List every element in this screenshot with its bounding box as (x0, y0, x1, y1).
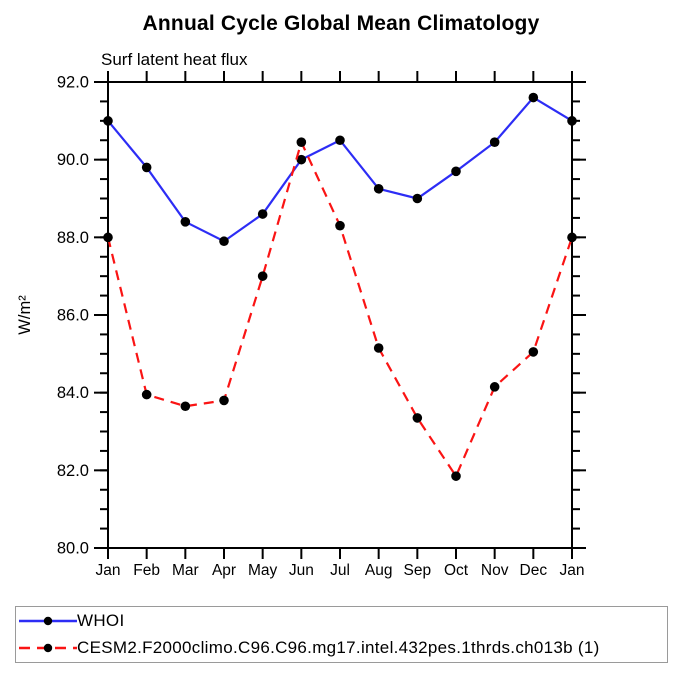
y-tick-label: 84.0 (57, 384, 89, 402)
x-tick-label: Nov (481, 562, 509, 579)
x-tick-label: Aug (365, 562, 393, 579)
y-axis-label: W/m² (16, 295, 34, 335)
plot-frame (107, 81, 573, 549)
x-tick-label: Feb (133, 562, 160, 579)
series-line-cesm2 (106, 139, 574, 479)
data-point-cesm2 (489, 382, 500, 392)
data-point-cesm2 (296, 137, 307, 147)
data-point-whoi (141, 162, 152, 173)
y-tick-label: 80.0 (57, 540, 89, 558)
x-tick-label: Sep (404, 562, 432, 579)
legend-sample-cesm2 (19, 644, 77, 653)
legend-marker-cesm2 (43, 644, 53, 653)
data-point-cesm2 (528, 347, 539, 357)
x-tick-label: Dec (520, 562, 548, 579)
y-tick-label: 82.0 (57, 462, 89, 480)
series-line-whoi (107, 96, 573, 243)
data-point-cesm2 (257, 271, 268, 281)
data-point-cesm2 (451, 471, 461, 481)
data-point-cesm2 (103, 232, 113, 243)
data-point-cesm2 (412, 413, 423, 423)
legend-sample-whoi (19, 616, 77, 625)
x-tick-label: Oct (444, 562, 469, 579)
data-point-whoi (373, 183, 384, 194)
data-point-whoi (528, 92, 539, 103)
data-point-whoi (180, 217, 191, 227)
legend-marker-whoi (43, 616, 53, 625)
data-point-cesm2 (219, 395, 229, 406)
legend-row-whoi: WHOI (19, 607, 667, 635)
x-tick-label: May (248, 562, 278, 579)
data-point-whoi (567, 116, 577, 126)
x-tick-label: Jun (289, 562, 314, 579)
y-tick-label: 86.0 (57, 307, 89, 325)
data-point-whoi (335, 135, 345, 146)
x-tick-label: Jan (560, 562, 585, 579)
data-point-cesm2 (141, 389, 152, 400)
y-tick-label: 88.0 (57, 229, 89, 247)
data-point-whoi (451, 166, 461, 177)
x-tick-label: Jul (330, 562, 350, 579)
data-point-cesm2 (335, 220, 345, 231)
plot-area: W/m² 92.0 90.0 88.0 86.0 84.0 82.0 80.0 Jan Feb M… (16, 71, 586, 579)
data-point-whoi (296, 154, 307, 165)
x-tick-label: Jan (96, 562, 121, 579)
x-tick-label: Mar (172, 562, 199, 579)
y-tick-label: 92.0 (57, 74, 89, 92)
chart-title: Annual Cycle Global Mean Climatology (142, 12, 540, 35)
data-point-whoi (103, 116, 113, 126)
legend-box: WHOI CESM2.F2000climo.C96.C96.mg17.intel… (15, 606, 668, 663)
data-point-cesm2 (180, 401, 191, 412)
data-point-whoi (489, 137, 500, 147)
legend-label-cesm2: CESM2.F2000climo.C96.C96.mg17.intel.432p… (77, 638, 600, 658)
legend-row-cesm2: CESM2.F2000climo.C96.C96.mg17.intel.432p… (19, 635, 667, 663)
data-point-whoi (412, 193, 423, 204)
legend-label-whoi: WHOI (77, 610, 125, 630)
data-point-cesm2 (373, 343, 384, 353)
y-tick-label: 90.0 (57, 151, 89, 169)
x-tick-label: Apr (212, 562, 236, 579)
data-point-cesm2 (567, 232, 577, 243)
data-point-whoi (219, 236, 229, 247)
chart-subtitle: Surf latent heat flux (101, 50, 248, 69)
data-point-whoi (257, 209, 268, 219)
